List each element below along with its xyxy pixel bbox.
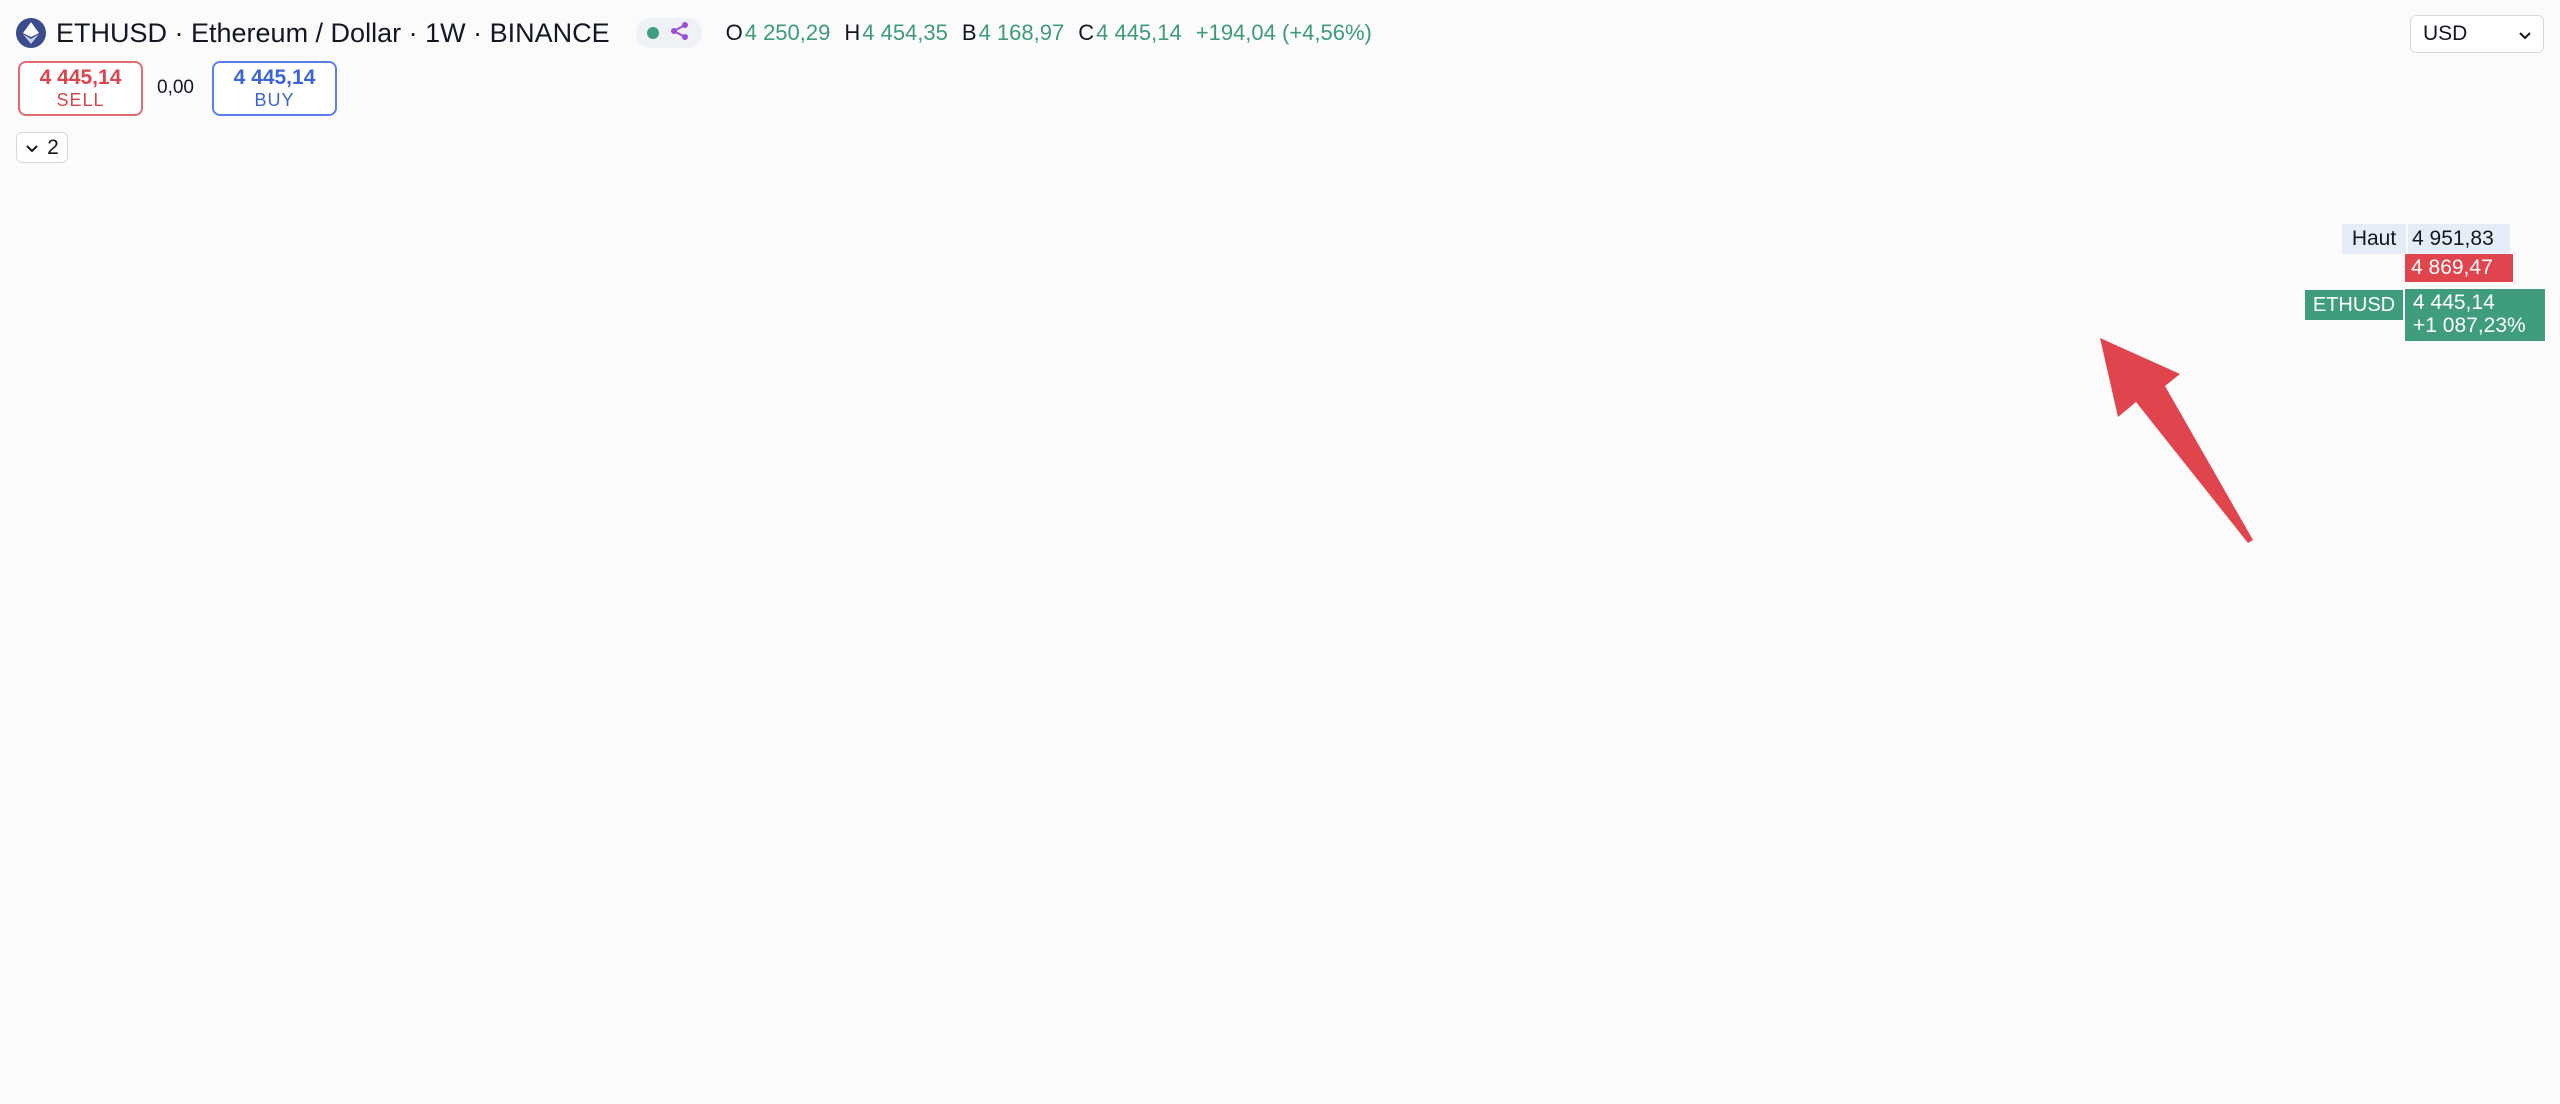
low-value: 4 168,97 <box>978 20 1065 45</box>
share-icon <box>670 21 690 46</box>
currency-value: USD <box>2423 22 2468 45</box>
symbol-legend: ETHUSD · Ethereum / Dollar · 1W · BINANC… <box>16 14 1372 52</box>
symbol-title[interactable]: ETHUSD · Ethereum / Dollar · 1W · BINANC… <box>56 17 610 48</box>
close-label: C <box>1078 20 1095 45</box>
chevron-down-icon <box>25 136 39 160</box>
open-value: 4 250,29 <box>744 20 831 45</box>
indicators-toggle-button[interactable]: 2 <box>16 132 68 163</box>
high-label: H <box>844 20 861 45</box>
high-tag-label: Haut <box>2342 224 2406 254</box>
market-status-pill[interactable] <box>635 18 702 48</box>
market-status-dot-icon <box>647 27 660 39</box>
chevron-down-icon <box>2519 22 2531 46</box>
spread-value: 0,00 <box>157 77 194 98</box>
last-price-tag: 4 445,14 +1 087,23% <box>2405 289 2545 341</box>
currency-select[interactable]: USD <box>2410 15 2544 53</box>
last-price-change: +1 087,23% <box>2413 314 2526 337</box>
open-label: O <box>725 20 743 45</box>
resistance-line-tag: 4 869,47 <box>2405 254 2513 282</box>
high-value: 4 454,35 <box>862 20 948 45</box>
buy-price: 4 445,14 <box>233 66 316 89</box>
buy-label: BUY <box>254 90 295 110</box>
buy-button[interactable]: 4 445,14 BUY <box>212 61 337 116</box>
low-label: B <box>961 20 977 45</box>
close-value: 4 445,14 <box>1096 20 1182 45</box>
ohlc-values: O4 250,29 H4 454,35 B4 168,97 C4 445,14 … <box>726 20 1372 46</box>
last-price-value: 4 445,14 <box>2413 291 2495 314</box>
annotation-arrow-icon[interactable] <box>2100 338 2253 543</box>
sell-label: SELL <box>56 90 105 110</box>
high-tag-value: 4 951,83 <box>2408 224 2510 254</box>
change-value: +194,04 (+4,56%) <box>1195 20 1372 45</box>
ethereum-logo-icon <box>16 18 46 48</box>
sell-price: 4 445,14 <box>39 66 122 89</box>
symbol-price-tag-label: ETHUSD <box>2305 290 2403 320</box>
indicators-count: 2 <box>47 135 59 159</box>
sell-button[interactable]: 4 445,14 SELL <box>18 61 143 116</box>
